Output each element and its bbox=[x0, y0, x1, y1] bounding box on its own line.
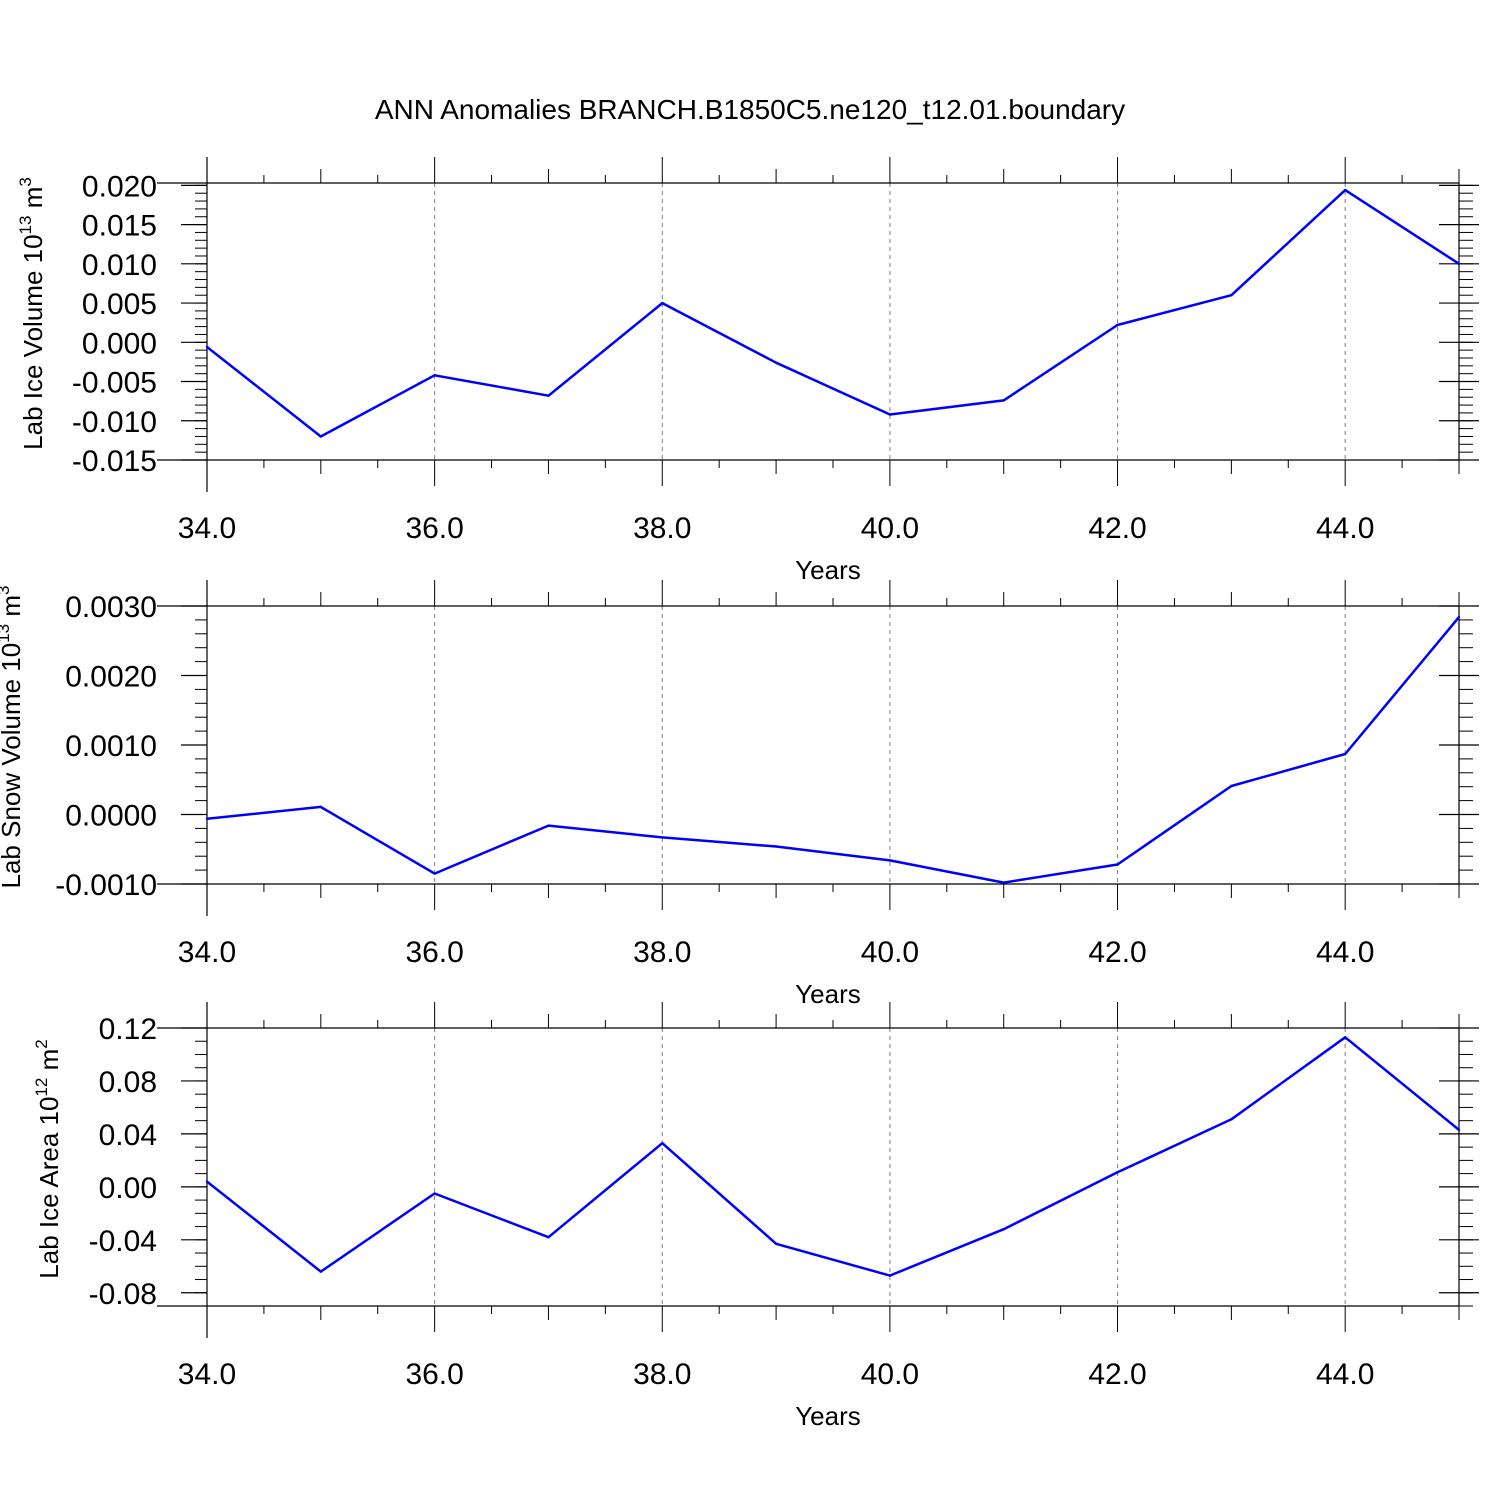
data-point bbox=[1002, 881, 1005, 884]
x-tick-label: 40.0 bbox=[861, 1358, 919, 1391]
y-tick-label: 0.0010 bbox=[65, 730, 157, 763]
data-point bbox=[319, 1270, 323, 1273]
data-point bbox=[205, 817, 209, 820]
data-point bbox=[433, 374, 436, 377]
y-tick-label: -0.005 bbox=[72, 367, 157, 400]
y-tick-label: 0.015 bbox=[82, 210, 157, 243]
chart-panel-1: -0.015 -0.010 -0.005 0.000 0.005 0.010 0.015 0.… bbox=[16, 157, 1479, 585]
x-axis-label: Years bbox=[795, 979, 861, 1009]
y-tick-label: 0.010 bbox=[82, 249, 157, 282]
data-point bbox=[1002, 1228, 1005, 1231]
y-tick-label: 0.005 bbox=[82, 288, 157, 321]
data-point bbox=[1457, 1128, 1461, 1132]
y-axis-label: Lab Snow Volume 1013 m3 bbox=[0, 585, 26, 888]
y-tick-label: 0.12 bbox=[99, 1013, 157, 1046]
x-tick-label: 38.0 bbox=[633, 936, 691, 969]
x-tick-label: 42.0 bbox=[1088, 1358, 1146, 1391]
y-axis-label: Lab Ice Volume 1013 m3 bbox=[16, 177, 48, 450]
data-point bbox=[547, 824, 550, 827]
data-point bbox=[1343, 188, 1347, 192]
x-tick-label: 36.0 bbox=[405, 1358, 463, 1391]
y-tick-label: 0.0020 bbox=[65, 661, 157, 694]
x-tick-label: 42.0 bbox=[1088, 936, 1146, 969]
data-point bbox=[661, 301, 664, 305]
x-axis-label: Years bbox=[795, 1401, 861, 1431]
data-point bbox=[1230, 294, 1233, 297]
x-axis-label: Years bbox=[795, 555, 861, 585]
y-tick-label: 0.04 bbox=[99, 1119, 157, 1152]
figure-title: ANN Anomalies BRANCH.B1850C5.ne120_t12.0… bbox=[375, 94, 1125, 125]
x-tick-label: 36.0 bbox=[405, 936, 463, 969]
y-tick-label: 0.0000 bbox=[65, 800, 157, 833]
y-tick-label: 0.08 bbox=[99, 1066, 157, 1099]
data-point bbox=[1457, 615, 1461, 619]
x-tick-label: 36.0 bbox=[405, 512, 463, 545]
y-tick-label: -0.08 bbox=[89, 1278, 157, 1311]
y-tick-label: -0.0010 bbox=[55, 869, 157, 902]
y-axis-label: Lab Ice Area 1012 m2 bbox=[32, 1039, 64, 1278]
x-tick-label: 44.0 bbox=[1316, 1358, 1374, 1391]
data-point bbox=[661, 1141, 664, 1145]
series-line bbox=[206, 1036, 1460, 1277]
data-point bbox=[1457, 262, 1461, 266]
data-point bbox=[1002, 399, 1005, 402]
y-tick-label: 0.000 bbox=[82, 327, 157, 360]
x-tick-label: 44.0 bbox=[1316, 936, 1374, 969]
data-point bbox=[888, 413, 892, 416]
data-point bbox=[888, 859, 892, 862]
data-point bbox=[774, 361, 778, 364]
x-tick-label: 40.0 bbox=[861, 512, 919, 545]
data-point bbox=[547, 394, 550, 397]
data-point bbox=[1343, 1036, 1347, 1039]
data-point bbox=[433, 1192, 436, 1195]
y-tick-label: -0.015 bbox=[72, 445, 157, 478]
y-tick-label: 0.020 bbox=[82, 170, 157, 203]
chart-panel-3: -0.08 -0.04 0.00 0.04 0.08 0.12 34.0 36.0 38.0 40… bbox=[32, 1002, 1479, 1431]
series-line bbox=[206, 188, 1460, 438]
x-tick-label: 44.0 bbox=[1316, 512, 1374, 545]
x-tick-label: 34.0 bbox=[178, 512, 236, 545]
data-point bbox=[205, 345, 209, 349]
x-tick-label: 38.0 bbox=[633, 1358, 691, 1391]
data-point bbox=[319, 435, 323, 438]
x-tick-label: 42.0 bbox=[1088, 512, 1146, 545]
data-point bbox=[888, 1274, 892, 1277]
x-tick-label: 34.0 bbox=[178, 1358, 236, 1391]
data-point bbox=[774, 1242, 778, 1245]
data-point bbox=[1230, 784, 1233, 788]
data-point bbox=[1116, 323, 1119, 327]
y-tick-label: 0.0030 bbox=[65, 591, 157, 624]
x-tick-label: 34.0 bbox=[178, 936, 236, 969]
data-point bbox=[774, 845, 778, 848]
data-point bbox=[661, 836, 664, 839]
data-point bbox=[205, 1180, 209, 1183]
x-tick-label: 38.0 bbox=[633, 512, 691, 545]
data-point bbox=[433, 872, 436, 875]
series-line bbox=[206, 616, 1460, 884]
data-point bbox=[1230, 1118, 1233, 1121]
data-point bbox=[1343, 752, 1347, 756]
data-point bbox=[547, 1235, 550, 1239]
y-tick-label: -0.04 bbox=[89, 1225, 157, 1258]
y-tick-label: 0.00 bbox=[99, 1172, 157, 1205]
y-tick-label: -0.010 bbox=[72, 406, 157, 439]
x-tick-label: 40.0 bbox=[861, 936, 919, 969]
data-point bbox=[319, 805, 323, 809]
data-point bbox=[1116, 863, 1119, 866]
chart-panel-2: -0.0010 0.0000 0.0010 0.0020 0.0030 34.0 36.0 3… bbox=[0, 580, 1479, 1009]
data-point bbox=[1116, 1171, 1119, 1174]
